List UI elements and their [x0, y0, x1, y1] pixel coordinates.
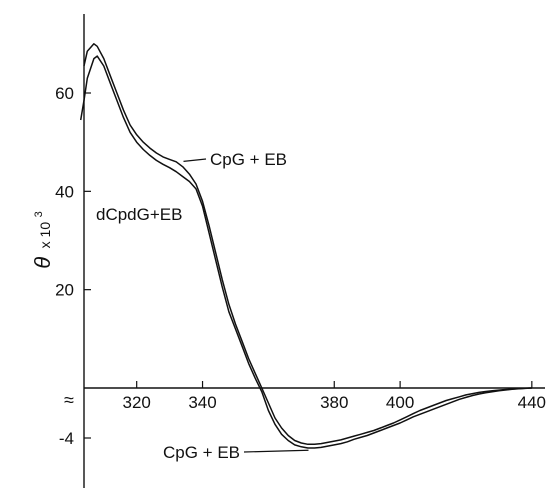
series-line-cpg-eb: [83, 43, 532, 446]
annotation-dcpdg-eb: dCpdG+EB: [96, 205, 182, 224]
series-line-dcpdg-eb: [79, 55, 532, 449]
annotation-layer: CpG + EB dCpdG+EB CpG + EB: [96, 150, 309, 462]
axis-break-symbol: ≈: [64, 390, 74, 410]
y-axis-label-exponent: 3: [33, 211, 45, 217]
y-tick-label-20: 20: [55, 281, 74, 300]
annotation-lower-cpg-eb: CpG + EB: [163, 443, 240, 462]
x-tick-label-320: 320: [122, 393, 150, 412]
y-tick-label-40: 40: [55, 182, 74, 201]
x-tick-label-380: 380: [320, 393, 348, 412]
y-tick-label-60: 60: [55, 84, 74, 103]
x-ticks: 320 340 380 400 440: [122, 381, 546, 412]
y-axis-label: θ x 10 3: [30, 211, 55, 268]
x-tick-label-440: 440: [518, 393, 546, 412]
series-layer: [79, 43, 532, 449]
y-axis-label-times: x 10: [37, 222, 53, 249]
annotation-upper-cpg-eb: CpG + EB: [210, 150, 287, 169]
x-tick-label-340: 340: [188, 393, 216, 412]
x-tick-label-400: 400: [386, 393, 414, 412]
y-ticks: 60 40 20 -4: [55, 84, 91, 448]
y-axis-label-symbol: θ: [30, 257, 55, 269]
annotation-pointer-upper-cpg: [183, 158, 207, 162]
annotation-pointer-lower-cpg: [243, 449, 309, 453]
axes: 320 340 380 400 440 60 40 20 -4: [55, 14, 546, 488]
y-tick-label--4: -4: [59, 429, 74, 448]
